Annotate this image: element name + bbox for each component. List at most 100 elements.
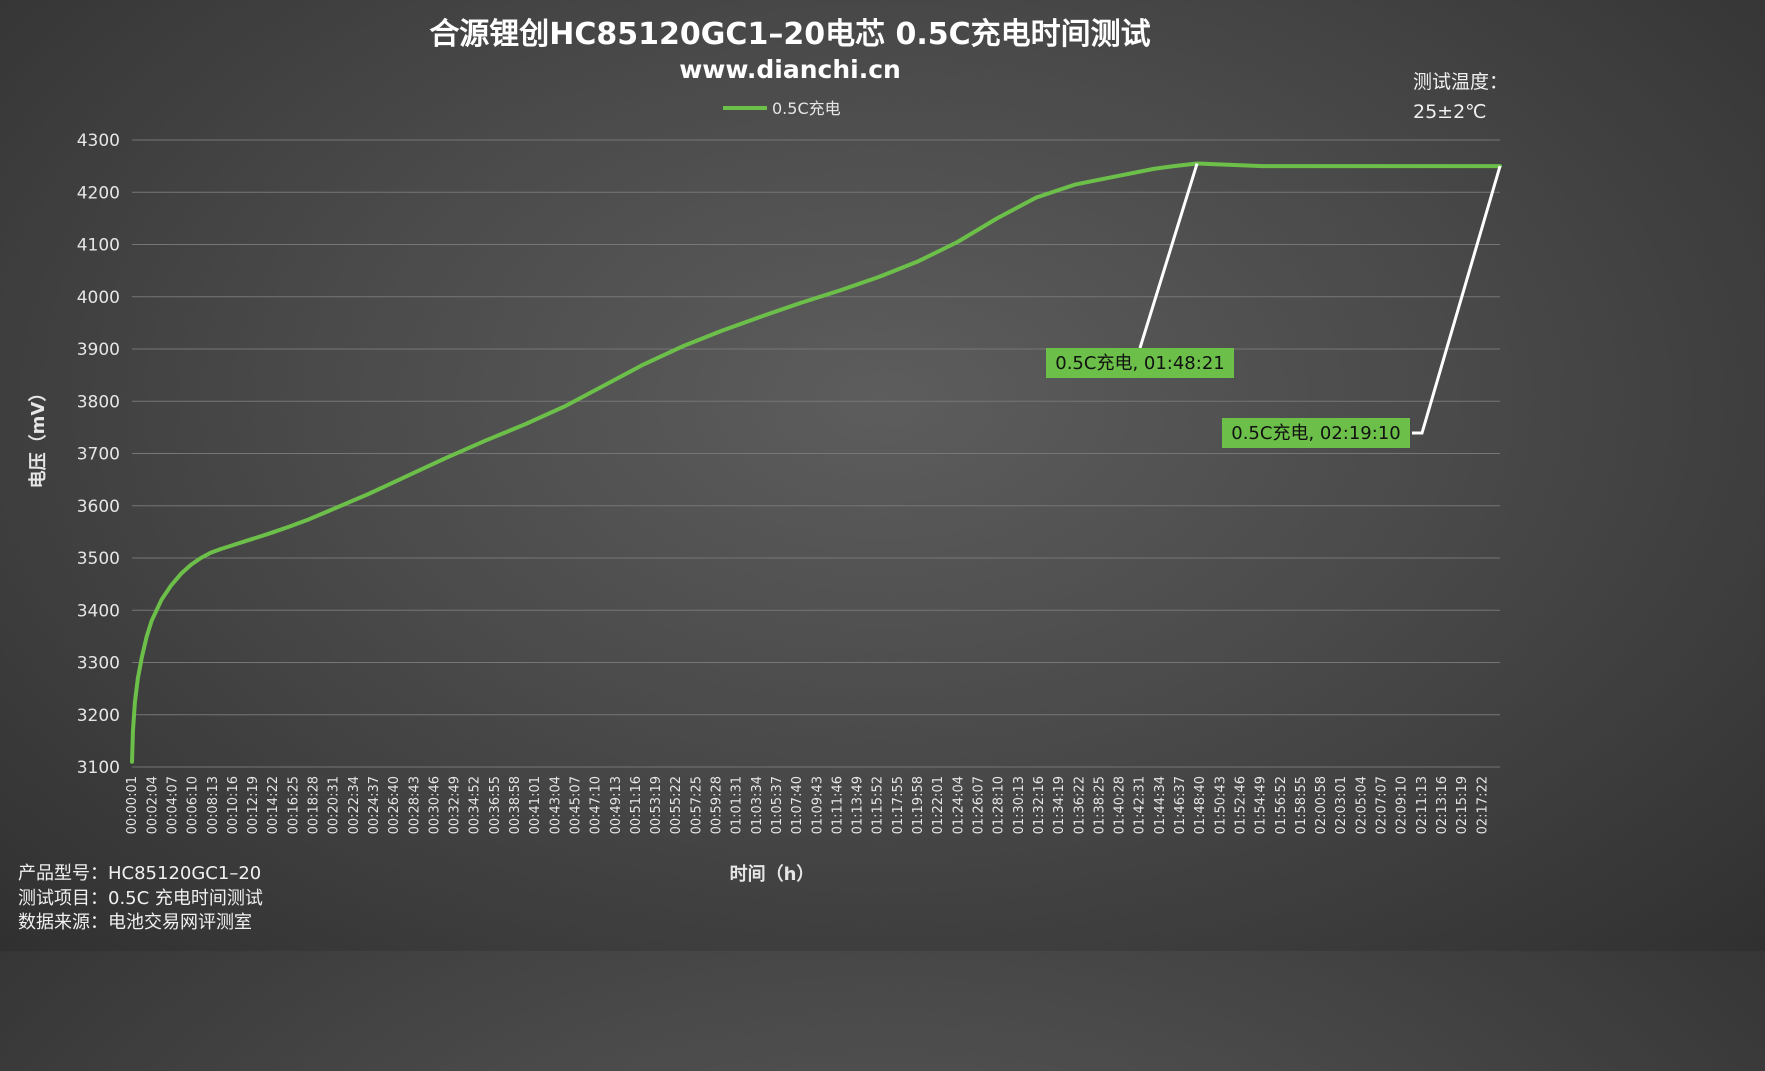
x-tick-0: 00:00:01 xyxy=(125,776,140,834)
callout-label-1: 0.5C充电, 02:19:10 xyxy=(1231,423,1400,444)
y-tick-4100: 4100 xyxy=(77,236,120,256)
x-tick-3: 00:06:10 xyxy=(186,776,201,834)
x-tick-11: 00:22:34 xyxy=(347,776,362,834)
x-tick-51: 01:44:34 xyxy=(1153,776,1168,834)
x-tick-40: 01:22:01 xyxy=(931,776,946,834)
x-tick-42: 01:26:07 xyxy=(972,776,987,834)
x-tick-49: 01:40:28 xyxy=(1113,776,1128,834)
temperature-note-line2: 25±2℃ xyxy=(1413,101,1487,123)
x-tick-35: 01:11:46 xyxy=(830,776,845,834)
y-tick-3200: 3200 xyxy=(77,706,120,726)
y-tick-3600: 3600 xyxy=(77,497,120,517)
y-tick-4000: 4000 xyxy=(77,288,120,308)
x-tick-46: 01:34:19 xyxy=(1052,776,1067,834)
x-tick-58: 01:58:55 xyxy=(1294,776,1309,834)
x-tick-9: 00:18:28 xyxy=(307,776,322,834)
x-tick-34: 01:09:43 xyxy=(810,776,825,834)
callout-0: 0.5C充电, 01:48:21 xyxy=(1046,163,1234,378)
x-tick-64: 02:11:13 xyxy=(1415,776,1430,834)
x-tick-57: 01:56:52 xyxy=(1274,776,1289,834)
x-tick-30: 01:01:31 xyxy=(730,776,745,834)
x-tick-65: 02:13:16 xyxy=(1435,776,1450,834)
callout-box-0 xyxy=(1046,348,1234,378)
x-tick-10: 00:20:31 xyxy=(327,776,342,834)
x-tick-32: 01:05:37 xyxy=(770,776,785,834)
x-tick-56: 01:54:49 xyxy=(1254,776,1269,834)
x-tick-38: 01:17:55 xyxy=(891,776,906,834)
y-axis-label: 电压（mV） xyxy=(27,384,49,489)
y-tick-3100: 3100 xyxy=(77,758,120,778)
callouts: 0.5C充电, 01:48:21 0.5C充电, 02:19:10 xyxy=(1046,163,1502,448)
y-tick-3300: 3300 xyxy=(77,654,120,674)
info-source: 数据来源：电池交易网评测室 xyxy=(18,912,252,933)
x-tick-67: 02:17:22 xyxy=(1475,776,1490,834)
x-tick-14: 00:28:43 xyxy=(407,776,422,834)
x-tick-66: 02:15:19 xyxy=(1455,776,1470,834)
x-tick-4: 00:08:13 xyxy=(206,776,221,834)
x-tick-19: 00:38:58 xyxy=(508,776,523,834)
x-tick-27: 00:55:22 xyxy=(669,776,684,834)
y-tick-3700: 3700 xyxy=(77,445,120,465)
callout-1: 0.5C充电, 02:19:10 xyxy=(1222,165,1502,448)
x-tick-labels: 00:00:01 00:02:04 00:04:07 00:06:10 00:08:13… xyxy=(125,776,1490,834)
chart-subtitle: www.dianchi.cn xyxy=(679,55,901,84)
info-item: 测试项目：0.5C 充电时间测试 xyxy=(18,888,263,909)
x-tick-20: 00:41:01 xyxy=(528,776,543,834)
x-tick-63: 02:09:10 xyxy=(1395,776,1410,834)
chart-title: 合源锂创HC85120GC1–20电芯 0.5C充电时间测试 xyxy=(429,17,1150,52)
x-tick-29: 00:59:28 xyxy=(710,776,725,834)
x-tick-47: 01:36:22 xyxy=(1072,776,1087,834)
x-tick-25: 00:51:16 xyxy=(629,776,644,834)
series-line-0 xyxy=(130,161,1502,764)
x-tick-22: 00:45:07 xyxy=(568,776,583,834)
callout-leader-1 xyxy=(1412,165,1502,435)
x-tick-5: 00:10:16 xyxy=(226,776,241,834)
legend-label: 0.5C充电 xyxy=(772,99,841,118)
x-tick-45: 01:32:16 xyxy=(1032,776,1047,834)
legend: 0.5C充电 xyxy=(723,99,841,118)
x-tick-61: 02:05:04 xyxy=(1354,776,1369,834)
x-tick-54: 01:50:43 xyxy=(1213,776,1228,834)
x-tick-60: 02:03:01 xyxy=(1334,776,1349,834)
x-tick-59: 02:00:58 xyxy=(1314,776,1329,834)
series-group xyxy=(130,161,1502,764)
x-tick-48: 01:38:25 xyxy=(1092,776,1107,834)
x-tick-13: 00:26:40 xyxy=(387,776,402,834)
y-tick-4200: 4200 xyxy=(77,183,120,203)
x-tick-26: 00:53:19 xyxy=(649,776,664,834)
y-tick-3400: 3400 xyxy=(77,601,120,621)
y-tick-3800: 3800 xyxy=(77,392,120,412)
x-tick-12: 00:24:37 xyxy=(367,776,382,834)
callout-leader-0 xyxy=(1138,163,1199,349)
chart: 合源锂创HC85120GC1–20电芯 0.5C充电时间测试 www.dianc… xyxy=(18,17,1509,933)
x-tick-2: 00:04:07 xyxy=(165,776,180,834)
x-axis-label: 时间（h） xyxy=(730,864,815,885)
y-tick-3900: 3900 xyxy=(77,340,120,360)
x-tick-33: 01:07:40 xyxy=(790,776,805,834)
x-tick-1: 00:02:04 xyxy=(145,776,160,834)
x-tick-21: 00:43:04 xyxy=(548,776,563,834)
callout-box-1 xyxy=(1222,418,1410,448)
x-tick-16: 00:32:49 xyxy=(448,776,463,834)
x-tick-41: 01:24:04 xyxy=(951,776,966,834)
x-tick-62: 02:07:07 xyxy=(1375,776,1390,834)
x-tick-8: 00:16:25 xyxy=(286,776,301,834)
x-tick-39: 01:19:58 xyxy=(911,776,926,834)
callout-label-0: 0.5C充电, 01:48:21 xyxy=(1055,353,1224,374)
x-tick-17: 00:34:52 xyxy=(468,776,483,834)
y-tick-4300: 4300 xyxy=(77,131,120,151)
x-tick-37: 01:15:52 xyxy=(871,776,886,834)
x-tick-31: 01:03:34 xyxy=(750,776,765,834)
x-tick-50: 01:42:31 xyxy=(1133,776,1148,834)
temperature-note-line1: 测试温度： xyxy=(1413,71,1508,93)
info-block: 产品型号：HC85120GC1–20 测试项目：0.5C 充电时间测试 数据来源… xyxy=(18,863,263,933)
temperature-note: 测试温度： 25±2℃ xyxy=(1413,71,1508,123)
x-tick-15: 00:30:46 xyxy=(427,776,442,834)
x-tick-18: 00:36:55 xyxy=(488,776,503,834)
x-tick-52: 01:46:37 xyxy=(1173,776,1188,834)
x-tick-23: 00:47:10 xyxy=(589,776,604,834)
y-tick-3500: 3500 xyxy=(77,549,120,569)
x-tick-55: 01:52:46 xyxy=(1233,776,1248,834)
x-tick-28: 00:57:25 xyxy=(689,776,704,834)
grid xyxy=(132,139,1500,768)
